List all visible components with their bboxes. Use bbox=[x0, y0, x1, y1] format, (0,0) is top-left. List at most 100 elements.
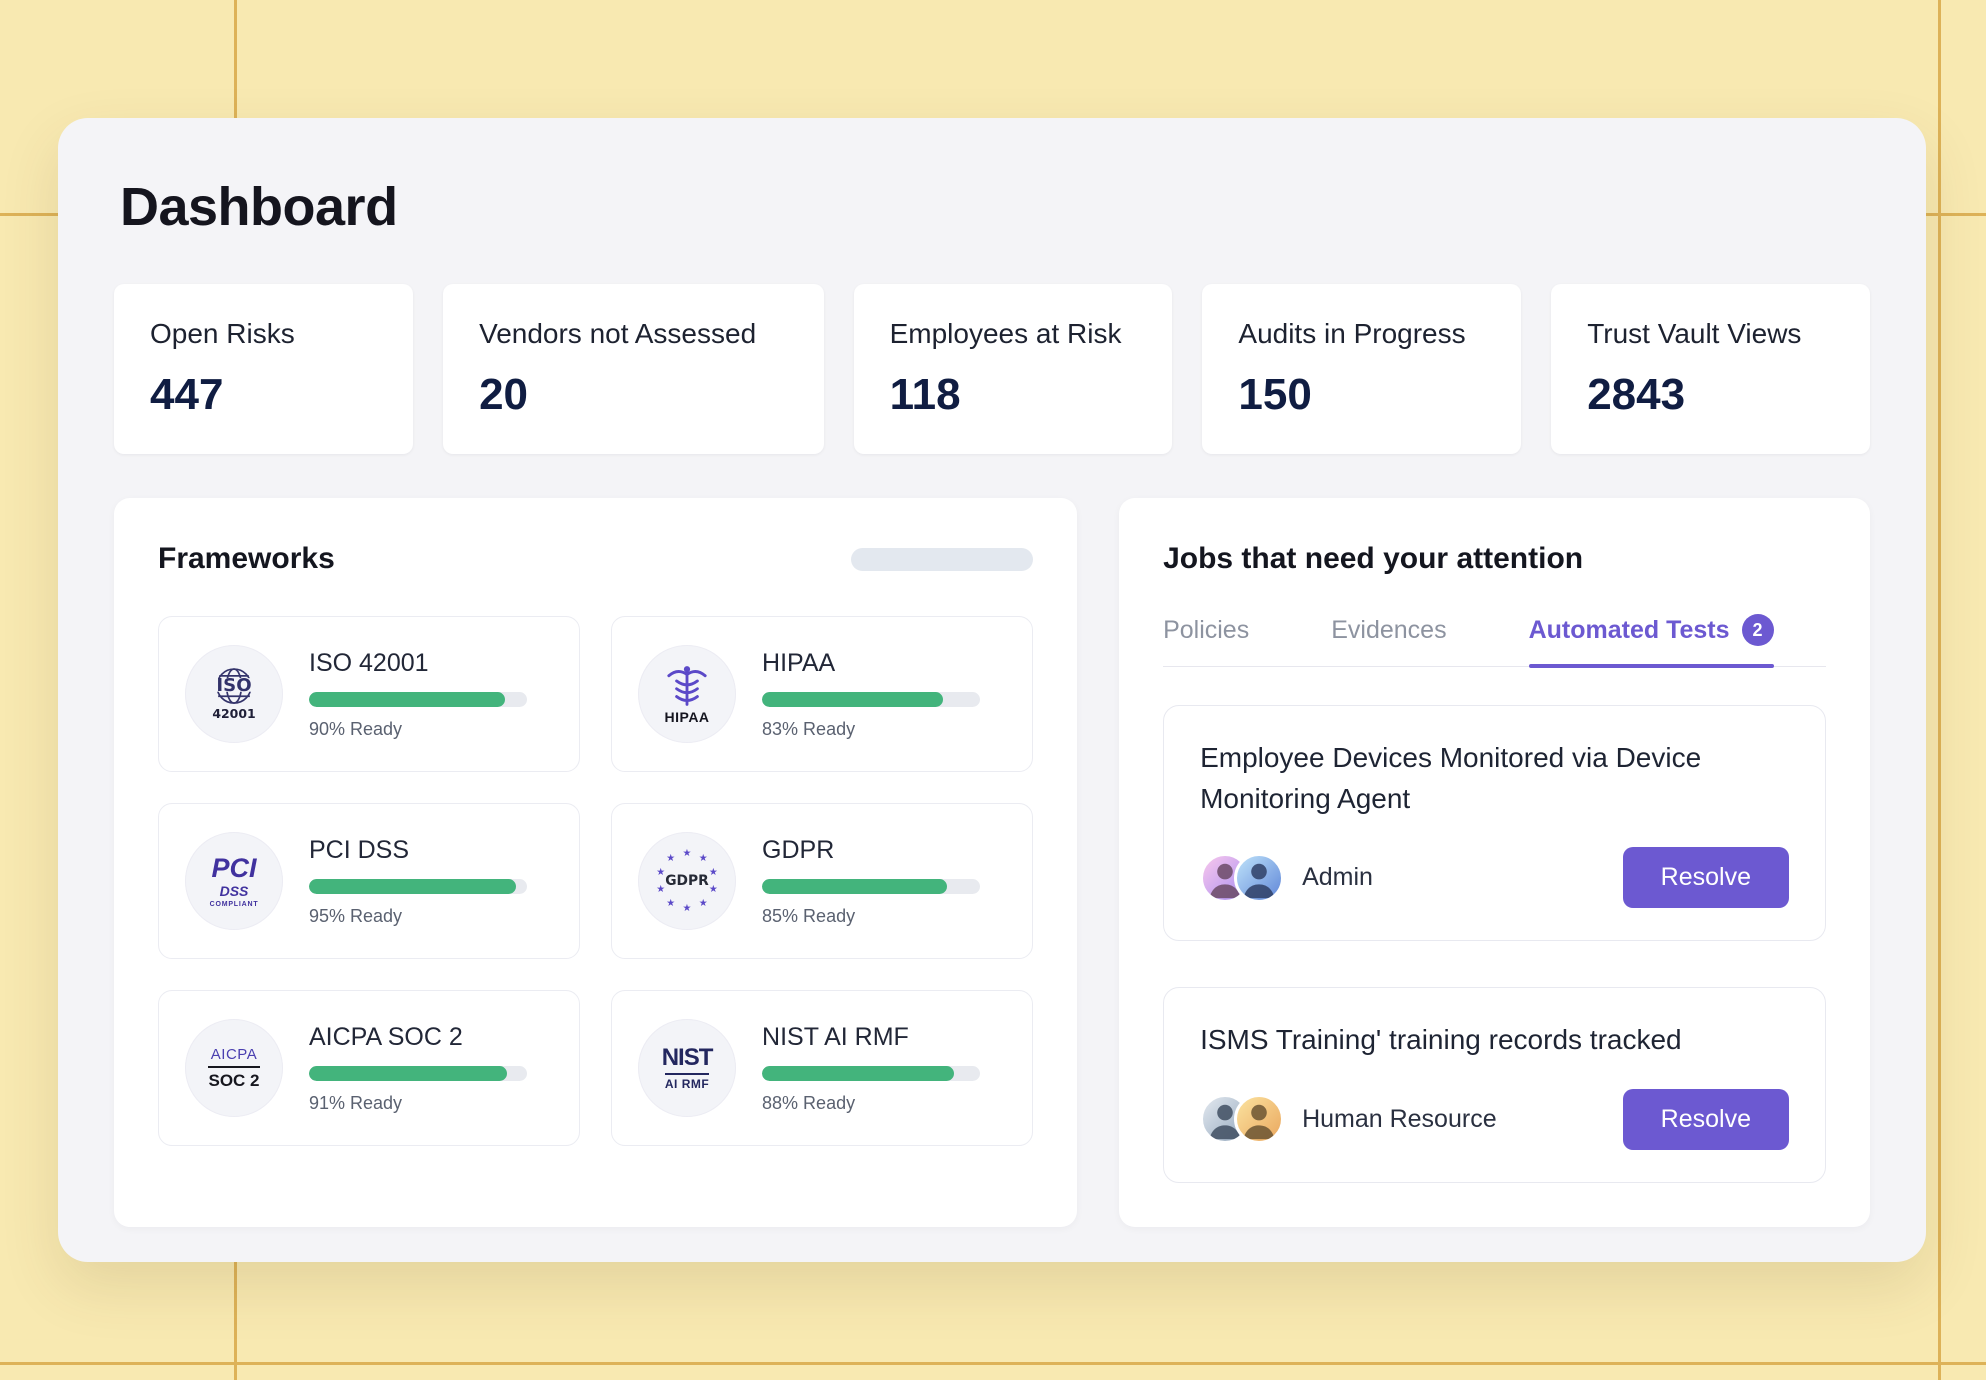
avatar-group bbox=[1200, 852, 1285, 903]
iso-42001-icon: ISO 42001 bbox=[185, 645, 283, 743]
progress-track bbox=[309, 691, 527, 707]
framework-name: ISO 42001 bbox=[309, 648, 429, 677]
pci-dss-logo-icon: PCI DSS COMPLIANT bbox=[185, 832, 283, 930]
framework-name: PCI DSS bbox=[309, 835, 410, 864]
progress-fill bbox=[762, 878, 948, 894]
hipaa-caduceus-icon: HIPAA bbox=[638, 645, 737, 743]
framework-info: HIPAA 83% Ready bbox=[762, 649, 981, 740]
iso-logo-number: 42001 bbox=[212, 706, 255, 721]
framework-info: NIST AI RMF 88% Ready bbox=[762, 1022, 981, 1114]
frameworks-panel: Frameworks ISO bbox=[114, 498, 1078, 1227]
gdpr-logo-word: GDPR bbox=[665, 873, 709, 889]
framework-ready-label: 91% Ready bbox=[309, 1092, 403, 1113]
stat-label: Vendors not Assessed bbox=[479, 318, 757, 349]
tab-policies[interactable]: Policies bbox=[1163, 614, 1249, 666]
stat-label: Audits in Progress bbox=[1238, 318, 1466, 349]
panels-row: Frameworks ISO bbox=[114, 498, 1870, 1227]
job-card: ISMS Training' training records tracked bbox=[1163, 987, 1826, 1183]
svg-text:★: ★ bbox=[699, 853, 708, 864]
nist-logo-icon: NIST AI RMF bbox=[638, 1019, 737, 1117]
progress-fill bbox=[309, 691, 506, 707]
job-owner: Admin bbox=[1302, 863, 1373, 892]
hipaa-logo-word: HIPAA bbox=[664, 708, 710, 725]
stat-card-open-risks[interactable]: Open Risks 447 bbox=[114, 284, 414, 454]
resolve-button[interactable]: Resolve bbox=[1622, 1088, 1789, 1150]
svg-text:★: ★ bbox=[656, 884, 665, 895]
pci-logo-sub: DSS bbox=[219, 882, 249, 899]
page-title: Dashboard bbox=[120, 177, 398, 237]
svg-text:★: ★ bbox=[709, 867, 718, 878]
stat-label: Open Risks bbox=[150, 318, 295, 349]
stat-card-audits-in-progress[interactable]: Audits in Progress 150 bbox=[1202, 284, 1522, 454]
progress-track bbox=[762, 1065, 981, 1081]
job-title: ISMS Training' training records tracked bbox=[1200, 1024, 1682, 1056]
avatar bbox=[1234, 1094, 1285, 1145]
progress-fill bbox=[762, 1065, 954, 1081]
soc2-logo-word: SOC 2 bbox=[208, 1066, 260, 1089]
svg-text:★: ★ bbox=[683, 903, 692, 914]
tab-evidences[interactable]: Evidences bbox=[1331, 614, 1446, 666]
stat-card-vendors-not-assessed[interactable]: Vendors not Assessed 20 bbox=[443, 284, 824, 454]
job-footer: Admin Resolve bbox=[1200, 847, 1789, 909]
stat-value: 447 bbox=[150, 370, 224, 419]
framework-info: GDPR 85% Ready bbox=[762, 835, 981, 927]
stat-label: Trust Vault Views bbox=[1587, 318, 1802, 349]
stat-value: 20 bbox=[479, 370, 529, 419]
frameworks-header: Frameworks bbox=[158, 542, 1034, 576]
stat-value: 2843 bbox=[1587, 370, 1686, 419]
tab-count-badge: 2 bbox=[1741, 614, 1774, 646]
gdpr-star-ring: ★ ★ ★ ★ ★ ★ ★ ★ ★ ★ bbox=[656, 848, 718, 914]
framework-card-hipaa[interactable]: HIPAA HIPAA 83% Ready bbox=[611, 616, 1034, 772]
framework-info: AICPA SOC 2 91% Ready bbox=[309, 1023, 527, 1114]
progress-track bbox=[762, 878, 981, 894]
backdrop-grid-line-vertical-right bbox=[1938, 0, 1941, 1380]
pci-logo-word: PCI bbox=[211, 852, 257, 883]
aicpa-logo-word: AICPA bbox=[210, 1046, 258, 1063]
iso-logo-word: ISO bbox=[216, 675, 251, 696]
job-title: Employee Devices Monitored via Device Mo… bbox=[1200, 742, 1702, 814]
framework-card-pci-dss[interactable]: PCI DSS COMPLIANT PCI DSS 95% Ready bbox=[158, 803, 581, 959]
stat-card-trust-vault-views[interactable]: Trust Vault Views 2843 bbox=[1551, 284, 1871, 454]
framework-card-gdpr[interactable]: ★ ★ ★ ★ ★ ★ ★ ★ ★ ★ GDPR bbox=[611, 803, 1034, 959]
stat-value: 150 bbox=[1238, 370, 1312, 419]
framework-ready-label: 95% Ready bbox=[309, 905, 403, 926]
jobs-title: Jobs that need your attention bbox=[1163, 542, 1584, 575]
framework-ready-label: 90% Ready bbox=[309, 718, 403, 739]
stat-card-employees-at-risk[interactable]: Employees at Risk 118 bbox=[853, 284, 1173, 454]
svg-text:★: ★ bbox=[709, 884, 718, 895]
framework-name: GDPR bbox=[762, 835, 835, 864]
resolve-button[interactable]: Resolve bbox=[1622, 847, 1789, 909]
framework-ready-label: 83% Ready bbox=[762, 718, 856, 739]
svg-text:★: ★ bbox=[683, 848, 692, 859]
gdpr-stars-icon: ★ ★ ★ ★ ★ ★ ★ ★ ★ ★ GDPR bbox=[638, 832, 737, 930]
framework-card-aicpa-soc-2[interactable]: AICPA SOC 2 AICPA SOC 2 91% Ready bbox=[158, 990, 581, 1146]
progress-fill bbox=[309, 878, 517, 894]
progress-track bbox=[309, 878, 527, 894]
avatar bbox=[1200, 1094, 1251, 1145]
aicpa-soc2-logo-icon: AICPA SOC 2 bbox=[185, 1019, 283, 1117]
avatar-group bbox=[1200, 1094, 1285, 1145]
tab-label: Evidences bbox=[1331, 615, 1447, 644]
dashboard-surface: Dashboard Open Risks 447 Vendors not Ass… bbox=[58, 118, 1926, 1262]
job-footer: Human Resource Resolve bbox=[1200, 1088, 1789, 1150]
svg-text:★: ★ bbox=[666, 898, 675, 909]
job-owner: Human Resource bbox=[1302, 1104, 1497, 1133]
job-card: Employee Devices Monitored via Device Mo… bbox=[1163, 705, 1826, 942]
framework-name: NIST AI RMF bbox=[762, 1022, 909, 1051]
svg-text:★: ★ bbox=[666, 853, 675, 864]
nist-logo-word: NIST bbox=[661, 1044, 714, 1071]
tab-label: Policies bbox=[1163, 615, 1250, 644]
svg-text:★: ★ bbox=[656, 867, 665, 878]
tab-label: Automated Tests bbox=[1528, 615, 1730, 644]
framework-name: AICPA SOC 2 bbox=[309, 1022, 463, 1051]
frameworks-title: Frameworks bbox=[158, 542, 335, 575]
stat-label: Employees at Risk bbox=[889, 318, 1122, 349]
framework-card-nist-ai-rmf[interactable]: NIST AI RMF NIST AI RMF 88% Ready bbox=[611, 990, 1034, 1146]
jobs-tabs: Policies Evidences Automated Tests 2 bbox=[1163, 614, 1826, 668]
stats-row: Open Risks 447 Vendors not Assessed 20 E… bbox=[114, 284, 1871, 454]
progress-track bbox=[762, 691, 981, 707]
stat-value: 118 bbox=[889, 370, 961, 419]
tab-automated-tests[interactable]: Automated Tests 2 bbox=[1528, 614, 1774, 668]
framework-card-iso-42001[interactable]: ISO 42001 ISO 42001 90% Ready bbox=[158, 616, 581, 772]
framework-ready-label: 88% Ready bbox=[762, 1092, 856, 1113]
